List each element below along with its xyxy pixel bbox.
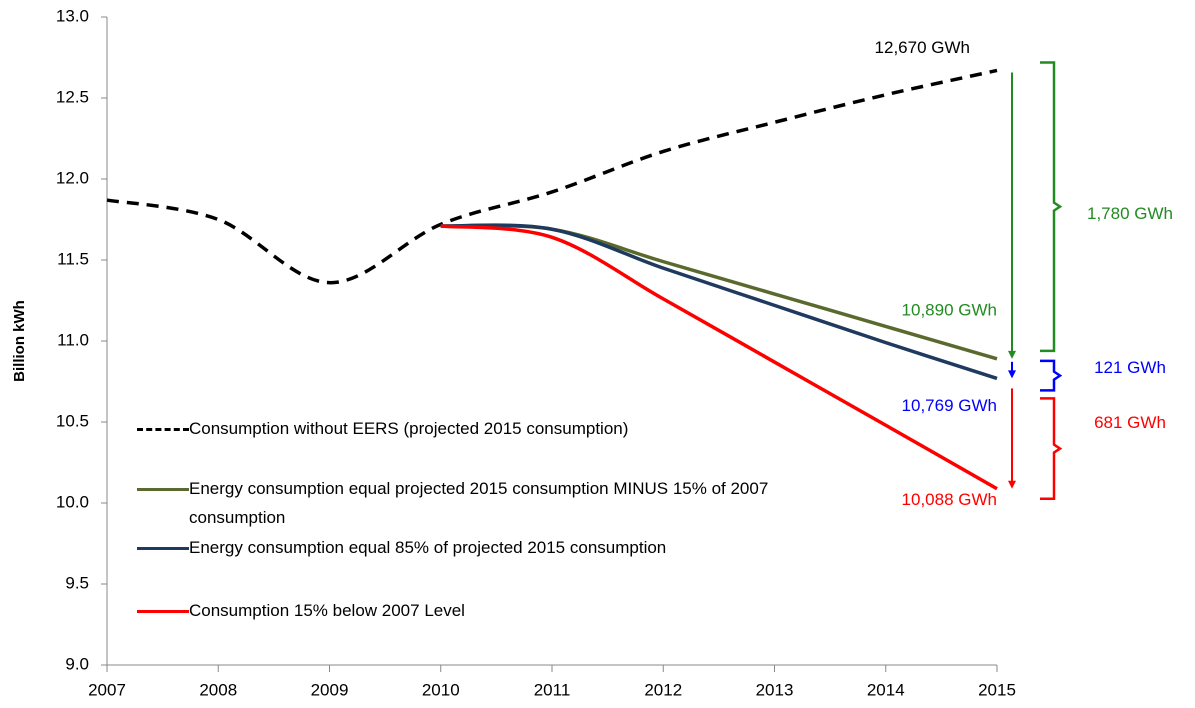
series-line	[440, 223, 998, 361]
x-tick-label: 2008	[199, 680, 237, 699]
annotation: 10,769 GWh	[902, 396, 997, 415]
y-tick-label: 9.0	[65, 654, 89, 673]
annotation: 12,670 GWh	[875, 38, 970, 57]
x-tick-label: 2011	[534, 680, 571, 699]
y-tick-label: 12.0	[56, 168, 89, 187]
legend-label: Consumption 15% below 2007 Level	[189, 601, 465, 620]
x-tick-label: 2007	[88, 680, 126, 699]
legend-swatch	[137, 610, 189, 613]
legend-item: Energy consumption equal projected 2015 …	[137, 478, 854, 532]
y-tick-label: 11.5	[57, 249, 89, 268]
annotation: 10,088 GWh	[902, 490, 997, 509]
legend-swatch	[137, 428, 189, 431]
annotation: 10,890 GWh	[902, 300, 997, 319]
y-tick-label: 11.0	[57, 330, 89, 349]
legend-label: Energy consumption equal projected 2015 …	[189, 479, 769, 527]
annotation: 121 GWh	[1094, 358, 1166, 377]
bracket	[1040, 359, 1063, 392]
arrow-head	[1008, 480, 1016, 489]
y-tick-label: 13.0	[56, 6, 89, 25]
y-axis-label: Billion kWh	[11, 300, 28, 382]
legend-swatch	[137, 547, 189, 550]
y-tick-label: 10.0	[56, 492, 89, 511]
x-tick-label: 2015	[978, 680, 1016, 699]
annotation: 681 GWh	[1094, 413, 1166, 432]
legend-label: Consumption without EERS (projected 2015…	[189, 419, 629, 438]
series-line	[440, 223, 998, 381]
x-tick-label: 2013	[756, 680, 794, 699]
bracket	[1040, 61, 1063, 353]
annotation: 1,780 GWh	[1087, 204, 1173, 223]
x-tick-label: 2009	[311, 680, 349, 699]
series-line	[440, 224, 998, 491]
x-tick-label: 2010	[422, 680, 460, 699]
legend-label: Energy consumption equal 85% of projecte…	[189, 538, 667, 557]
x-tick-label: 2012	[644, 680, 682, 699]
y-tick-label: 10.5	[56, 411, 89, 430]
legend-item: Consumption without EERS (projected 2015…	[137, 418, 854, 443]
bracket	[1040, 397, 1063, 500]
series-line	[106, 68, 998, 285]
y-tick-label: 9.5	[65, 573, 89, 592]
legend-item: Consumption 15% below 2007 Level	[137, 600, 854, 625]
y-tick-label: 12.5	[56, 87, 89, 106]
x-tick-label: 2014	[867, 680, 905, 699]
legend-item: Energy consumption equal 85% of projecte…	[137, 537, 854, 562]
legend-swatch	[137, 488, 189, 491]
arrow-head	[1008, 370, 1016, 379]
arrow-head	[1008, 350, 1016, 359]
